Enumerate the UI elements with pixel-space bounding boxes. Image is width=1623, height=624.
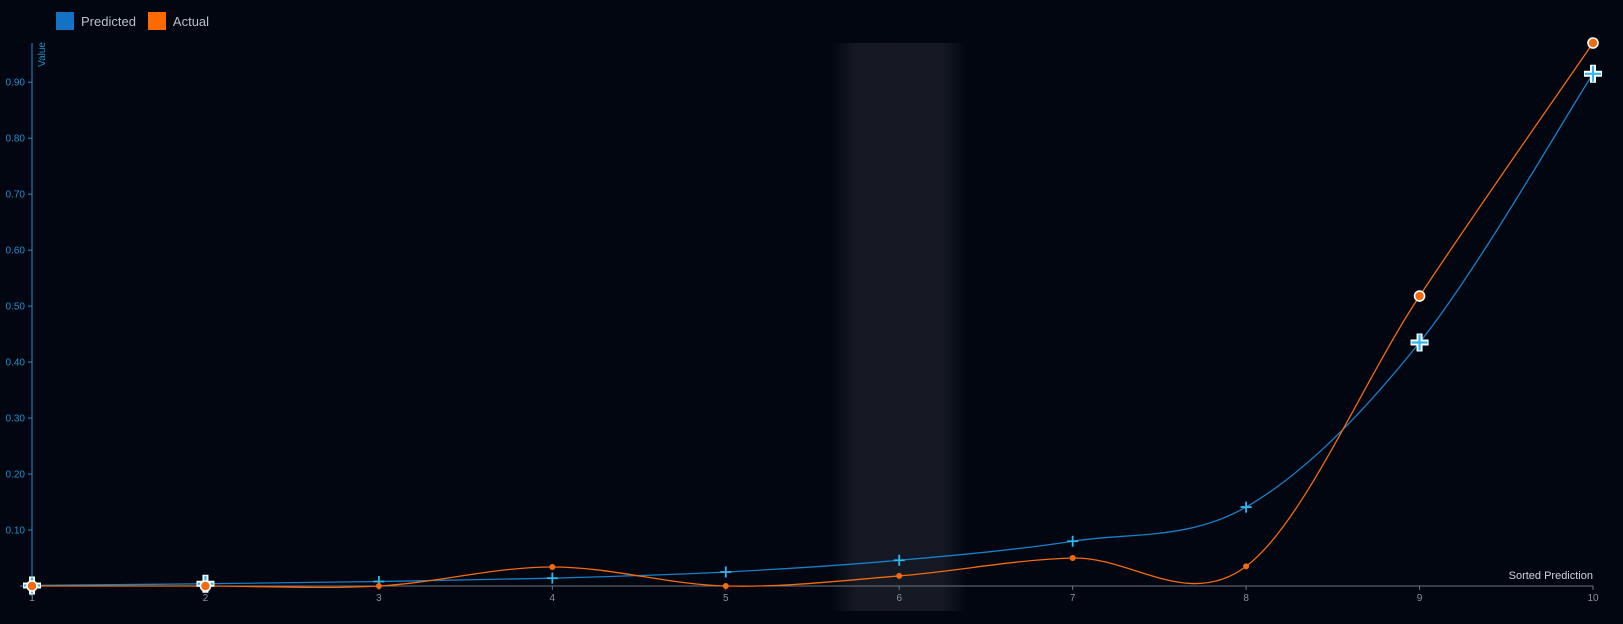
point-actual[interactable] [549,563,556,570]
point-actual[interactable] [1587,37,1599,49]
y-tick-label: 0.60 [6,246,26,257]
legend-item-predicted[interactable]: Predicted [56,12,136,30]
x-axis-title: Sorted Prediction [1509,570,1593,582]
legend-swatch-actual [147,12,166,30]
x-tick-label: 3 [376,593,382,604]
point-predicted[interactable] [1067,535,1079,547]
chart-legend: Predicted Actual [56,12,209,30]
x-tick-label: 9 [1417,593,1423,604]
y-tick-label: 0.20 [6,470,26,481]
y-tick-label: 0.70 [6,190,26,201]
point-predicted[interactable] [1240,501,1252,513]
point-predicted-mark [1585,65,1601,82]
point-predicted[interactable] [893,554,905,566]
point-actual[interactable] [199,580,212,592]
y-tick-label: 0.80 [6,134,26,145]
point-actual[interactable] [1069,555,1076,562]
x-tick-label: 4 [550,593,556,604]
point-predicted[interactable] [1410,333,1429,352]
point-actual[interactable] [375,583,382,589]
point-actual[interactable] [896,572,903,579]
point-predicted-mark [720,566,732,578]
y-tick-label: 0.90 [6,78,26,89]
point-predicted-mark [893,554,905,566]
x-tick-label: 10 [1587,593,1599,604]
point-predicted-mark [1067,535,1079,547]
point-predicted[interactable] [720,566,732,578]
y-tick-label: 0.10 [6,526,26,537]
y-tick-label: 0.40 [6,358,26,369]
x-tick-label: 2 [203,593,209,604]
legend-label-actual: Actual [172,13,210,29]
point-predicted-mark [546,572,558,584]
y-tick-label: 0.30 [6,414,26,425]
series-line-predicted [31,73,1594,587]
x-tick-label: 6 [896,593,902,604]
hover-highlight-band [831,43,968,611]
point-predicted[interactable] [546,572,558,584]
legend-item-actual[interactable]: Actual [147,12,210,30]
legend-swatch-predicted [56,12,74,30]
point-actual[interactable] [1243,563,1250,570]
x-tick-label: 7 [1070,593,1076,604]
y-axis-title: Value [37,42,48,67]
series-line-actual [31,42,1594,589]
x-tick-label: 8 [1243,593,1249,604]
x-tick-label: 1 [29,593,35,604]
y-tick-label: 0.50 [6,302,26,313]
point-predicted-mark [1240,501,1252,513]
point-actual[interactable] [1413,290,1426,302]
point-actual[interactable] [26,580,38,592]
point-predicted-mark [1411,334,1428,351]
point-actual[interactable] [722,583,729,589]
x-tick-label: 5 [723,593,729,604]
legend-label-predicted: Predicted [81,13,136,29]
point-predicted[interactable] [1584,64,1602,83]
